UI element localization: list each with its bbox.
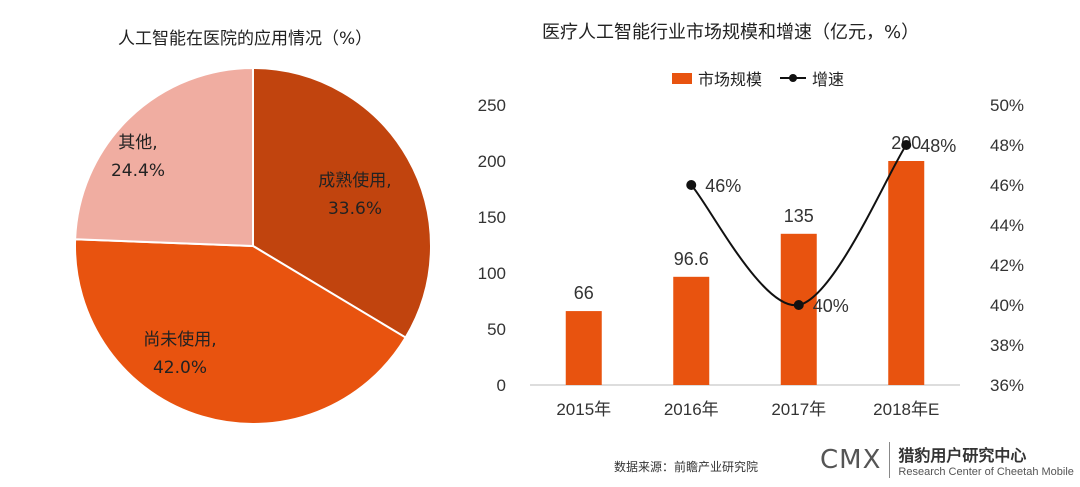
- brand-logo: CMX 猎豹用户研究中心 Research Center of Cheetah …: [820, 442, 1074, 478]
- y-axis-tick-label: 50: [487, 320, 506, 339]
- y2-axis-tick-label: 48%: [990, 136, 1024, 155]
- y-axis-tick-label: 100: [478, 264, 506, 283]
- legend-bar-swatch: [672, 72, 692, 84]
- legend-bar-label: 市场规模: [698, 70, 763, 89]
- y-axis-tick-label: 250: [478, 96, 506, 115]
- pie-chart-title: 人工智能在医院的应用情况（%）: [118, 29, 373, 49]
- y2-axis-tick-label: 44%: [990, 216, 1024, 235]
- y2-axis-tick-label: 46%: [990, 176, 1024, 195]
- pie-slice: [74, 66, 254, 248]
- bar-data-label: 135: [784, 206, 814, 226]
- slice-name-label: 其他,: [118, 133, 157, 153]
- pie-slice: [252, 66, 432, 339]
- legend-line-swatch: [780, 72, 807, 84]
- bar-data-label: 66: [574, 283, 594, 303]
- y2-axis-tick-label: 40%: [990, 296, 1024, 315]
- bar: [888, 161, 925, 385]
- line-data-label: 48%: [920, 136, 956, 156]
- bar: [565, 311, 602, 385]
- legend-line-label: 增速: [812, 70, 845, 89]
- slice-name-label: 尚未使用,: [143, 329, 216, 350]
- bar-data-label: 96.6: [674, 249, 709, 269]
- brand-name-cn: 猎豹用户研究中心: [898, 446, 1027, 465]
- x-axis-tick-label: 2017年: [771, 400, 826, 419]
- brand-name-en: Research Center of Cheetah Mobile: [898, 466, 1074, 478]
- brand-divider: [889, 442, 891, 478]
- slice-value-label: 24.4%: [111, 161, 165, 181]
- y2-axis-tick-label: 36%: [990, 376, 1024, 395]
- y2-axis-tick-label: 42%: [990, 256, 1024, 275]
- data-source: 数据来源：前瞻产业研究院: [614, 460, 759, 474]
- y-axis-tick-label: 200: [478, 152, 506, 171]
- x-axis-tick-label: 2016年: [664, 400, 719, 419]
- y2-axis-tick-label: 50%: [990, 96, 1024, 115]
- pie-slice: [74, 238, 408, 425]
- x-axis-tick-label: 2018年E: [873, 400, 939, 419]
- y-axis-tick-label: 0: [497, 376, 506, 395]
- line-point: [686, 180, 697, 190]
- bar-chart-title: 医疗人工智能行业市场规模和增速（亿元，%）: [542, 22, 920, 43]
- y2-axis-tick-label: 38%: [990, 336, 1024, 355]
- y-axis-tick-label: 150: [478, 208, 506, 227]
- slice-name-label: 成熟使用,: [318, 170, 391, 191]
- x-axis-tick-label: 2015年: [556, 400, 611, 419]
- brand-mark: CMX: [820, 445, 882, 475]
- bar: [673, 276, 710, 385]
- legend: 市场规模 增速: [672, 66, 844, 90]
- slice-value-label: 42.0%: [153, 358, 207, 378]
- line-point: [793, 300, 804, 310]
- line-data-label: 46%: [705, 176, 741, 196]
- line-point: [901, 140, 912, 150]
- line-data-label: 40%: [813, 296, 849, 316]
- slice-value-label: 33.6%: [328, 199, 382, 219]
